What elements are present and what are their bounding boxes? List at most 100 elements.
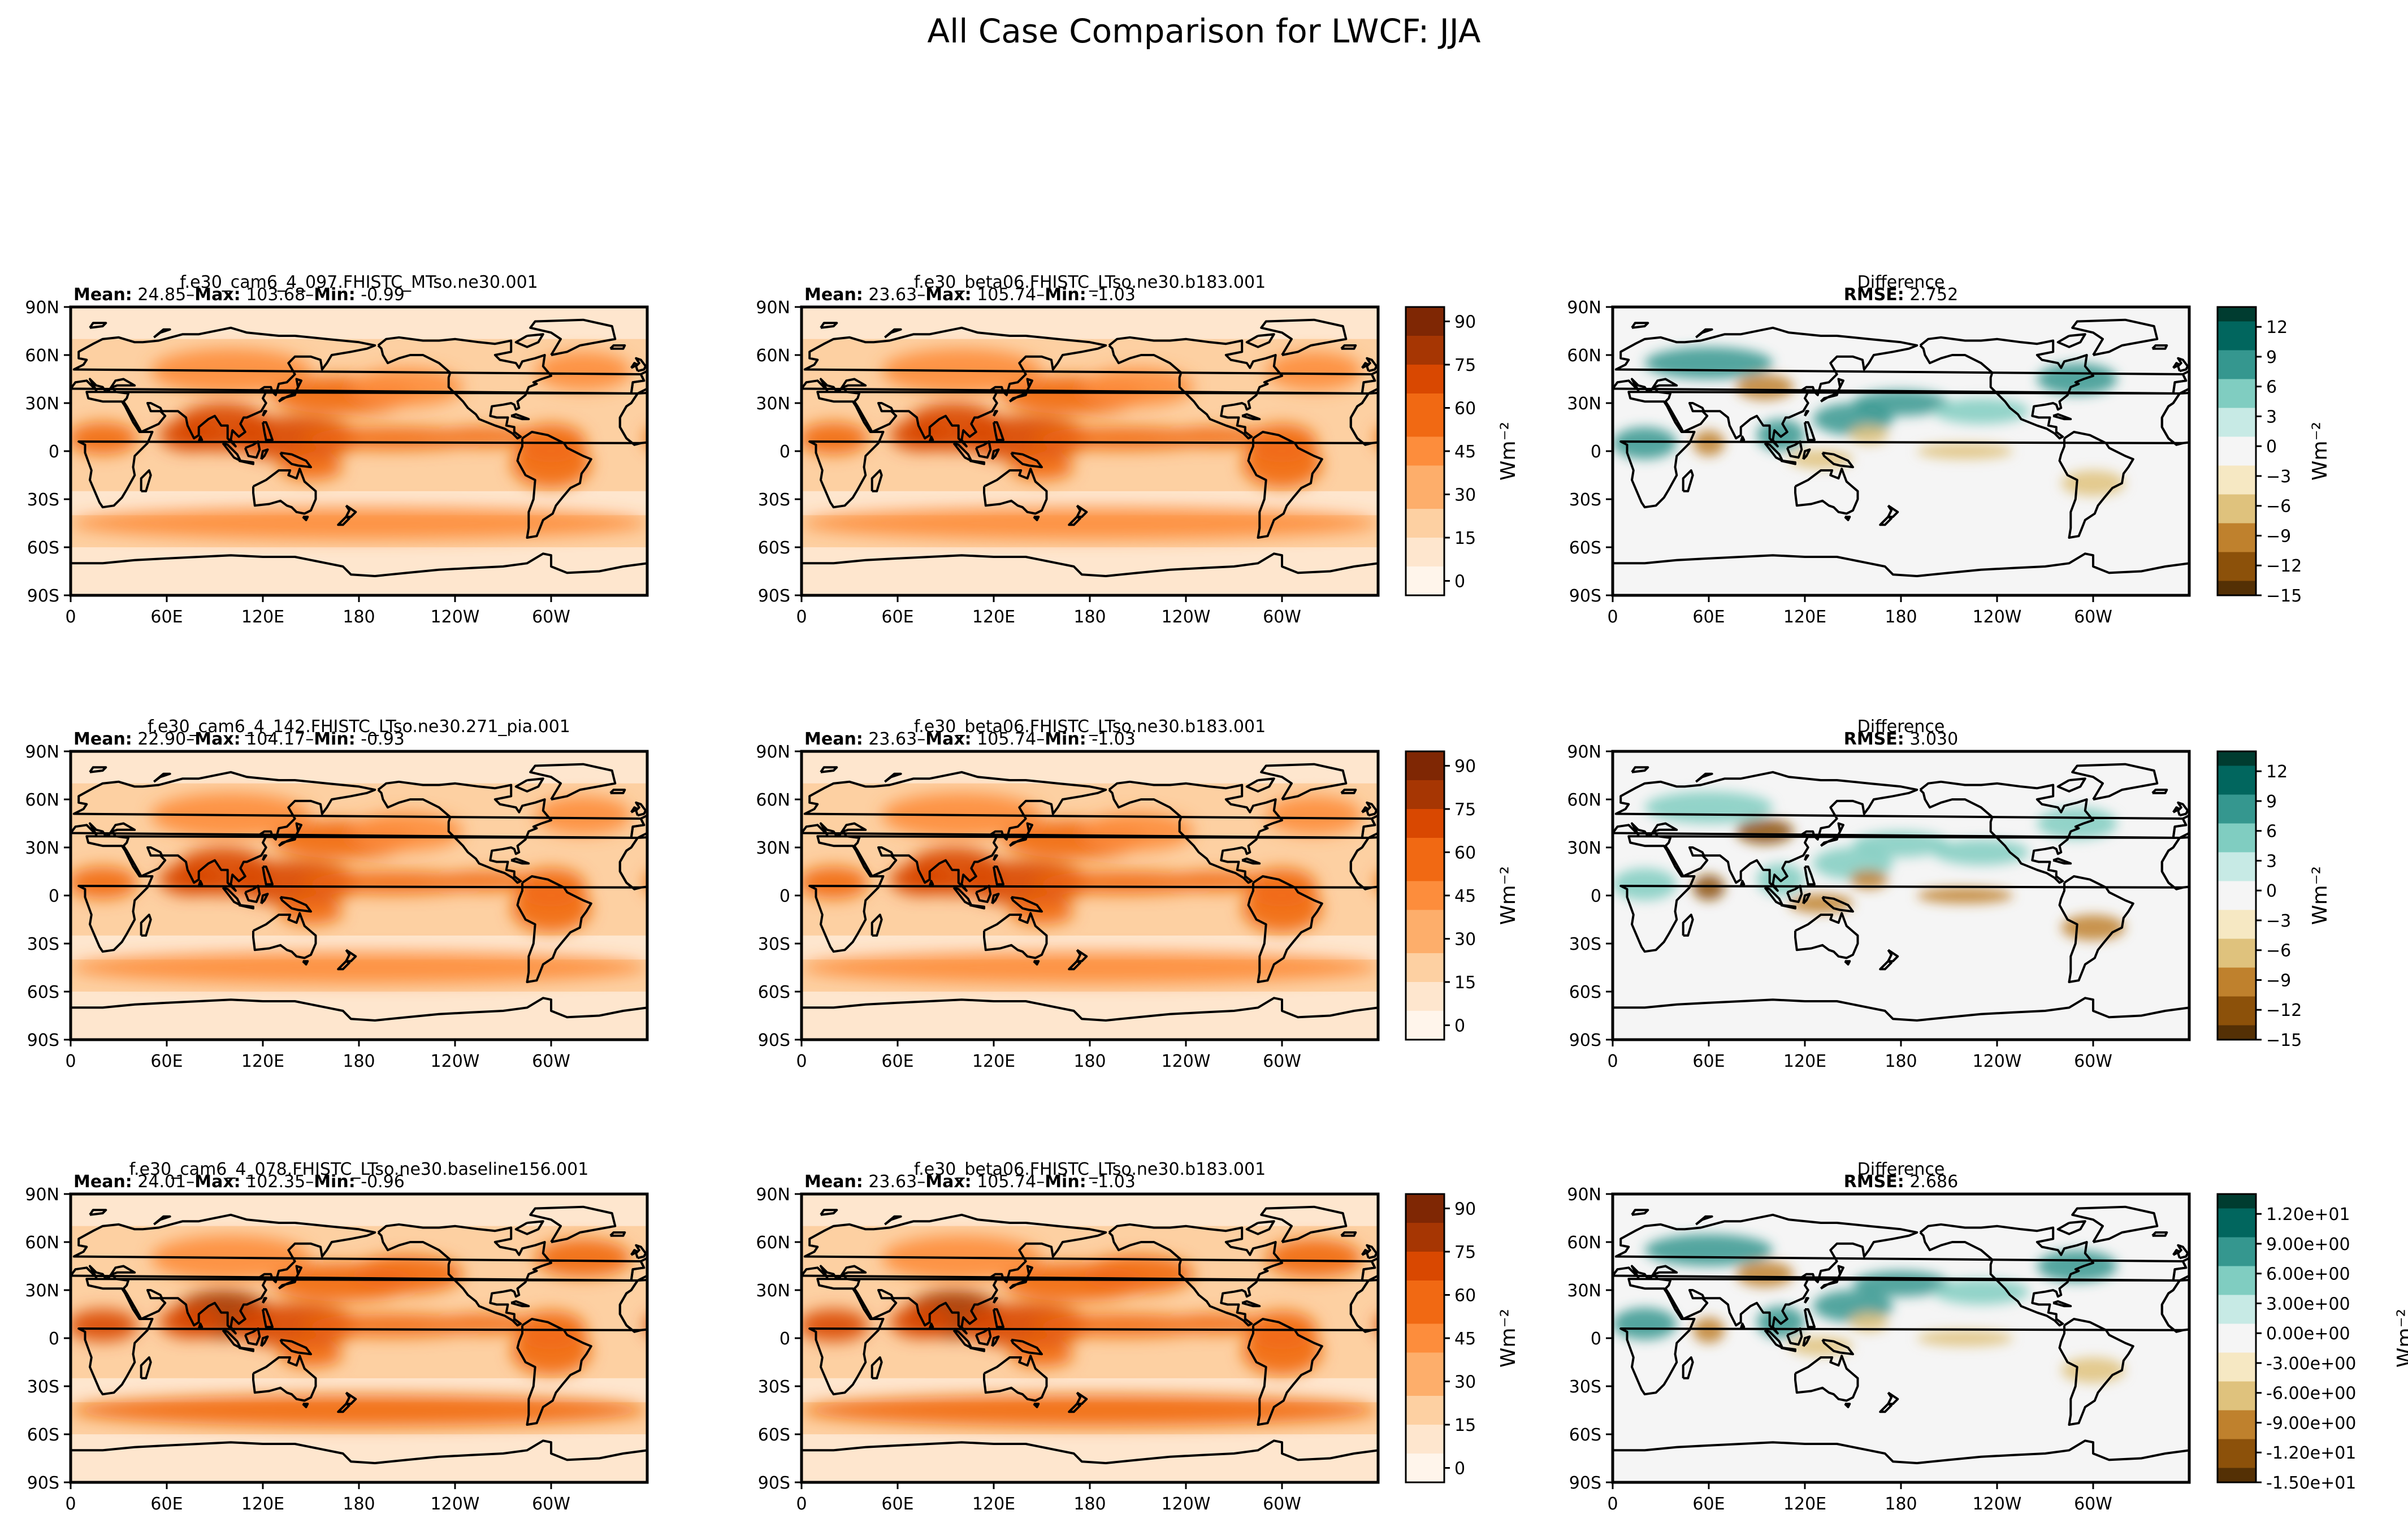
lon-tick-label: 180 (1885, 607, 1917, 627)
difference-title: Difference (1857, 717, 1945, 737)
baseline-map-panel: 90N 60N 30N 0 30S 60S 90S 0 60E 120E 180 120W 60W f.e… (756, 272, 1380, 627)
lat-tick-label: 60S (1569, 538, 1601, 558)
colorbar-tick-label: 12 (2266, 318, 2288, 338)
difference-title: Difference (1857, 272, 1945, 292)
lon-tick-label: 0 (1607, 607, 1618, 627)
colorbar-tick-label: 0 (1454, 1016, 1465, 1036)
colorbar-tick-label: -1.20e+01 (2266, 1443, 2356, 1463)
colorbar-tick-label: 3.00e+00 (2266, 1294, 2350, 1314)
colorbar-units: Wm⁻² (2309, 866, 2332, 925)
lat-tick-label: 60N (25, 1233, 59, 1253)
lat-tick-label: 30N (756, 394, 790, 414)
lon-tick-label: 120E (972, 1052, 1015, 1071)
lon-tick-label: 120W (1162, 607, 1211, 627)
lat-tick-label: 90S (1569, 1031, 1601, 1050)
colorbar-tick-label: 6 (2266, 378, 2277, 397)
colorbar-tick-label: 30 (1454, 930, 1476, 950)
test-map-panel: 90N 60N 30N 0 30S 60S 90S 0 60E 120E 180 120W 60W f.e… (25, 1160, 649, 1514)
lat-tick-label: 90N (25, 742, 59, 762)
lon-tick-label: 60E (1692, 1494, 1725, 1514)
colorbar-tick-label: 90 (1454, 313, 1476, 332)
field-colorbar: 90 75 60 45 30 15 0 Wm⁻² (1405, 1193, 1520, 1483)
lon-tick-label: 0 (65, 607, 76, 627)
difference-title: Difference (1857, 1160, 1945, 1179)
lat-tick-label: 30N (25, 394, 59, 414)
colorbar-tick-label: −3 (2266, 911, 2291, 931)
figure-title: All Case Comparison for LWCF: JJA (927, 12, 1480, 50)
colorbar-tick-label: -1.50e+01 (2266, 1473, 2356, 1493)
lat-tick-label: 60N (1567, 346, 1601, 366)
difference-colorbar: 12 9 6 3 0 −3 −6 −9 −12 −15 Wm⁻² (2216, 750, 2332, 1050)
colorbar-tick-label: 45 (1454, 442, 1476, 462)
lon-tick-label: 0 (1607, 1494, 1618, 1514)
colorbar-tick-label: 75 (1454, 800, 1476, 820)
colorbar-tick-label: 75 (1454, 1243, 1476, 1262)
lat-tick-label: 30S (1569, 935, 1601, 954)
lat-tick-label: 60S (758, 983, 790, 1002)
lat-tick-label: 30S (27, 1377, 59, 1397)
lon-tick-label: 60E (150, 1494, 183, 1514)
colorbar-tick-label: 75 (1454, 356, 1476, 375)
lat-tick-label: 90N (1567, 742, 1601, 762)
lat-tick-label: 90N (25, 1185, 59, 1205)
colorbar-tick-label: 0 (2266, 881, 2277, 901)
colorbar-units: Wm⁻² (1497, 1309, 1520, 1368)
lat-tick-label: 60N (1567, 1233, 1601, 1253)
lon-tick-label: 60W (2074, 1052, 2112, 1071)
lat-tick-label: 60N (25, 346, 59, 366)
lon-tick-label: 180 (1073, 607, 1106, 627)
lat-tick-label: 60N (756, 1233, 790, 1253)
lat-tick-label: 60S (27, 1425, 59, 1445)
lon-tick-label: 60E (1692, 607, 1725, 627)
lat-tick-label: 0 (49, 1329, 59, 1349)
lat-tick-label: 60N (756, 346, 790, 366)
colorbar-tick-label: 0 (1454, 1459, 1465, 1479)
lat-tick-label: 90S (27, 586, 59, 606)
lat-tick-label: 30N (756, 1281, 790, 1301)
lon-tick-label: 180 (343, 607, 375, 627)
difference-map-panel: 90N 60N 30N 0 30S 60S 90S 0 60E 120E 180 120W 60W Dif… (1567, 272, 2191, 627)
colorbar-tick-label: −9 (2266, 971, 2291, 990)
lon-tick-label: 60W (2074, 607, 2112, 627)
difference-map-panel: 90N 60N 30N 0 30S 60S 90S 0 60E 120E 180 120W 60W Dif… (1567, 1160, 2191, 1514)
lon-tick-label: 0 (796, 607, 807, 627)
lat-tick-label: 30S (1569, 1377, 1601, 1397)
lat-tick-label: 0 (779, 886, 790, 906)
colorbar-tick-label: −15 (2266, 586, 2302, 606)
lat-tick-label: 0 (49, 442, 59, 462)
lon-tick-label: 180 (1073, 1052, 1106, 1071)
lon-tick-label: 120E (972, 607, 1015, 627)
colorbar-tick-label: 0.00e+00 (2266, 1324, 2350, 1344)
lat-tick-label: 0 (49, 886, 59, 906)
colorbar-tick-label: 60 (1454, 1286, 1476, 1306)
lon-tick-label: 120E (241, 1494, 284, 1514)
colorbar-tick-label: 12 (2266, 762, 2288, 782)
lat-tick-label: 90N (1567, 298, 1601, 318)
lon-tick-label: 120W (431, 1052, 480, 1071)
lat-tick-label: 30S (758, 1377, 790, 1397)
colorbar-tick-label: 90 (1454, 1200, 1476, 1219)
lon-tick-label: 0 (796, 1052, 807, 1071)
panel-case-title: f.e30_cam6_4_097.FHISTC_MTso.ne30.001 (180, 272, 538, 292)
panel-case-title: f.e30_cam6_4_078.FHISTC_LTso.ne30.baseli… (129, 1160, 589, 1179)
field-colorbar: 90 75 60 45 30 15 0 Wm⁻² (1405, 306, 1520, 596)
lat-tick-label: 60S (1569, 1425, 1601, 1445)
baseline-map-panel: 90N 60N 30N 0 30S 60S 90S 0 60E 120E 180 120W 60W f.e… (756, 717, 1380, 1071)
colorbar-tick-label: 90 (1454, 757, 1476, 777)
lon-tick-label: 180 (1073, 1494, 1106, 1514)
lat-tick-label: 30N (756, 838, 790, 858)
colorbar-units: Wm⁻² (2393, 1309, 2408, 1368)
colorbar-tick-label: −15 (2266, 1031, 2302, 1050)
difference-colorbar: 1.20e+01 9.00e+00 6.00e+00 3.00e+00 0.00e+00… (2216, 1193, 2408, 1493)
lat-tick-label: 90S (758, 1031, 790, 1050)
rmse-label: RMSE: 2.752 (1844, 285, 1958, 305)
lon-tick-label: 60E (1692, 1052, 1725, 1071)
lon-tick-label: 120W (1162, 1052, 1211, 1071)
colorbar-tick-label: −12 (2266, 556, 2302, 576)
lat-tick-label: 30N (25, 1281, 59, 1301)
rmse-label: RMSE: 2.686 (1844, 1172, 1958, 1192)
difference-map-panel: 90N 60N 30N 0 30S 60S 90S 0 60E 120E 180 120W 60W Dif… (1567, 717, 2191, 1071)
lat-tick-label: 30N (25, 838, 59, 858)
field-colorbar: 90 75 60 45 30 15 0 Wm⁻² (1405, 750, 1520, 1041)
panel-stats: Mean: 22.90–Max: 104.17–Min: -0.93 (73, 729, 405, 749)
